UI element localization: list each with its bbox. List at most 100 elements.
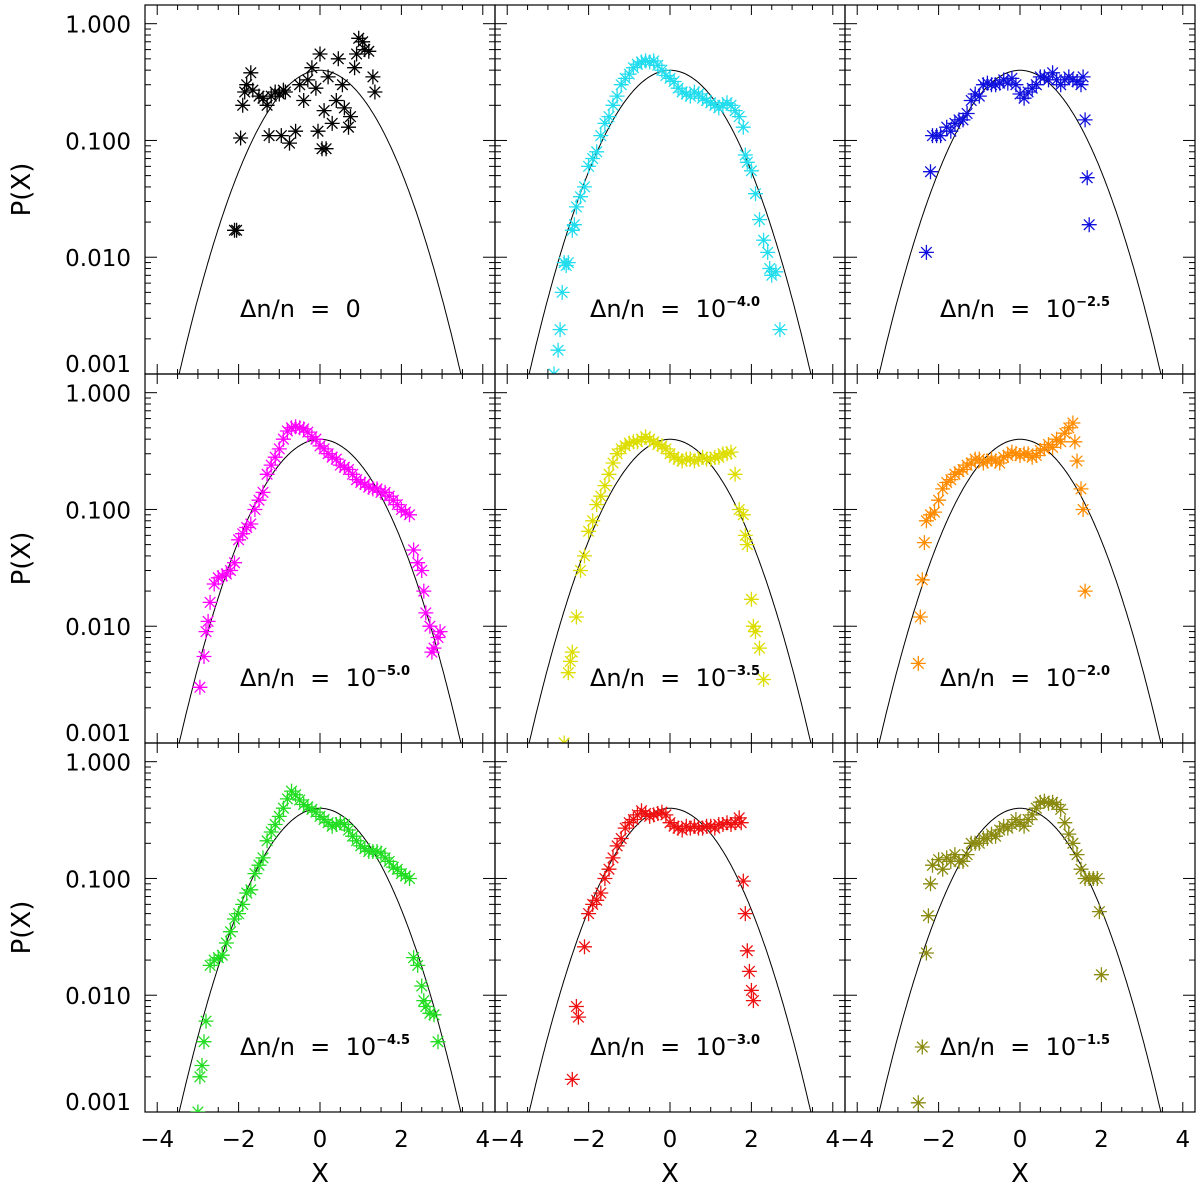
data-point xyxy=(196,649,212,664)
x-axis-title: X xyxy=(311,1159,329,1189)
data-point xyxy=(629,434,645,450)
data-point xyxy=(318,141,334,157)
data-point xyxy=(316,103,332,119)
data-point xyxy=(752,212,767,228)
data-point xyxy=(328,451,344,467)
data-point xyxy=(402,507,417,523)
data-point xyxy=(638,53,654,69)
reference-curve xyxy=(528,69,812,374)
data-point xyxy=(951,464,967,480)
data-point xyxy=(233,130,249,146)
data-point xyxy=(737,527,753,543)
data-point xyxy=(310,123,326,139)
data-point xyxy=(703,95,719,111)
panel-label: Δn/n = 10−2.5 xyxy=(940,295,1110,323)
data-point xyxy=(739,537,755,553)
data-point xyxy=(979,453,995,469)
data-point xyxy=(245,82,261,98)
data-point xyxy=(568,999,584,1014)
data-point xyxy=(243,65,259,81)
gaussian-curve-group xyxy=(528,429,812,743)
data-point xyxy=(923,164,938,180)
reference-curve xyxy=(528,807,812,1112)
x-tick-label: −4 xyxy=(490,1127,524,1153)
data-point xyxy=(324,115,340,131)
data-point xyxy=(349,472,365,488)
data-point xyxy=(324,449,340,465)
data-point xyxy=(727,466,743,482)
data-point xyxy=(654,804,670,820)
y-tick-label: 0.010 xyxy=(65,246,131,272)
reference-curve xyxy=(878,438,1162,743)
data-point xyxy=(617,820,633,836)
data-point xyxy=(988,77,1004,93)
data-point xyxy=(731,810,747,826)
data-point xyxy=(426,640,442,656)
data-point xyxy=(330,51,346,67)
data-point xyxy=(638,806,654,821)
data-point xyxy=(577,548,592,564)
data-point xyxy=(1016,90,1032,106)
data-point xyxy=(564,222,580,238)
data-point xyxy=(304,801,320,817)
data-point xyxy=(593,128,609,144)
data-point xyxy=(925,857,940,873)
data-point xyxy=(654,62,670,78)
data-point xyxy=(353,838,369,854)
data-point xyxy=(577,939,592,955)
data-point xyxy=(1073,77,1089,93)
data-point xyxy=(1069,847,1085,863)
panel-7: Δn/n = 10−2.5 xyxy=(844,4,1196,375)
data-point xyxy=(237,84,253,100)
data-point xyxy=(621,435,637,451)
data-point xyxy=(727,103,743,119)
data-point xyxy=(745,993,761,1009)
data-point xyxy=(263,824,279,840)
data-point xyxy=(255,90,271,106)
data-point xyxy=(552,322,568,338)
data-point xyxy=(416,583,432,599)
data-point xyxy=(332,457,348,473)
data-point xyxy=(347,60,363,76)
data-point xyxy=(601,466,617,482)
data-point xyxy=(935,861,951,877)
data-point xyxy=(284,420,299,436)
data-point xyxy=(593,885,609,901)
data-point xyxy=(666,74,682,89)
data-point xyxy=(271,441,287,457)
data-point xyxy=(1067,434,1083,450)
data-point xyxy=(300,72,316,88)
data-point xyxy=(613,441,629,457)
x-tick-label: −4 xyxy=(840,1127,874,1153)
data-point xyxy=(430,1034,446,1050)
data-point xyxy=(550,342,566,358)
data-point xyxy=(267,449,283,465)
data-point xyxy=(605,850,621,866)
gaussian-curve-group xyxy=(178,419,462,743)
panel-label-text: Δn/n = 10 xyxy=(590,295,726,323)
gaussian-curve-group xyxy=(878,415,1162,743)
x-tick-label: 0 xyxy=(313,1127,328,1153)
panel-label-text: Δn/n = 10 xyxy=(590,664,726,692)
data-point xyxy=(748,186,763,202)
data-point xyxy=(695,90,711,106)
reference-curve xyxy=(528,438,812,743)
y-tick-label: 0.001 xyxy=(65,1090,131,1116)
data-point xyxy=(1004,70,1020,86)
y-tick-label: 0.100 xyxy=(65,129,131,155)
data-point xyxy=(341,119,356,135)
data-point xyxy=(642,431,658,447)
data-point xyxy=(735,119,751,135)
data-point xyxy=(300,799,316,815)
data-point xyxy=(406,542,422,558)
data-point xyxy=(196,1034,212,1050)
data-point xyxy=(756,672,772,687)
panel-label-exponent: −2.5 xyxy=(1076,295,1110,310)
gaussian-curve-group xyxy=(878,793,1162,1112)
data-point xyxy=(745,618,761,634)
data-point xyxy=(277,84,293,100)
data-point xyxy=(308,80,324,96)
data-point xyxy=(585,513,601,529)
data-point xyxy=(670,451,686,467)
data-point xyxy=(923,507,938,523)
